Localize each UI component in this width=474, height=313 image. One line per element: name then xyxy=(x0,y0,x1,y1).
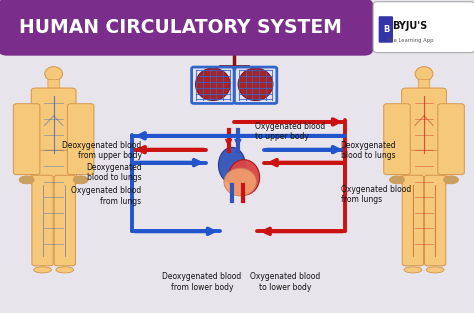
Text: Deoxygenated blood
from upper body: Deoxygenated blood from upper body xyxy=(63,141,142,160)
Text: BYJU'S: BYJU'S xyxy=(392,21,428,31)
FancyBboxPatch shape xyxy=(401,150,447,185)
Ellipse shape xyxy=(224,168,256,196)
FancyBboxPatch shape xyxy=(67,104,94,175)
Text: Oxygenated blood
from lungs: Oxygenated blood from lungs xyxy=(72,186,142,206)
Text: Deoxygenated
blood to lungs: Deoxygenated blood to lungs xyxy=(341,141,396,160)
Ellipse shape xyxy=(444,176,458,184)
FancyBboxPatch shape xyxy=(379,16,393,43)
FancyBboxPatch shape xyxy=(31,150,77,185)
Text: HUMAN CIRCULATORY SYSTEM: HUMAN CIRCULATORY SYSTEM xyxy=(19,18,342,37)
Text: Oxygenated blood
from lungs: Oxygenated blood from lungs xyxy=(341,185,411,204)
Ellipse shape xyxy=(196,68,230,100)
Ellipse shape xyxy=(19,176,34,184)
Ellipse shape xyxy=(45,67,63,81)
FancyBboxPatch shape xyxy=(54,175,75,266)
FancyBboxPatch shape xyxy=(418,80,430,93)
FancyBboxPatch shape xyxy=(13,104,40,175)
FancyBboxPatch shape xyxy=(402,175,424,266)
FancyBboxPatch shape xyxy=(32,175,53,266)
Ellipse shape xyxy=(390,176,404,184)
FancyBboxPatch shape xyxy=(401,88,447,161)
Text: The Learning App: The Learning App xyxy=(387,38,433,43)
FancyBboxPatch shape xyxy=(373,2,474,53)
FancyBboxPatch shape xyxy=(48,80,59,93)
Ellipse shape xyxy=(73,176,88,184)
Ellipse shape xyxy=(415,67,433,81)
Ellipse shape xyxy=(426,267,444,273)
Ellipse shape xyxy=(228,160,260,195)
Text: Oxygenated blood
to lower body: Oxygenated blood to lower body xyxy=(250,273,320,292)
Ellipse shape xyxy=(404,267,422,273)
Ellipse shape xyxy=(238,68,273,100)
FancyBboxPatch shape xyxy=(438,104,465,175)
Text: Deoxygenated
blood to lungs: Deoxygenated blood to lungs xyxy=(86,163,142,182)
FancyBboxPatch shape xyxy=(0,0,373,56)
Text: B: B xyxy=(383,25,389,34)
Ellipse shape xyxy=(219,147,246,183)
FancyBboxPatch shape xyxy=(31,88,76,161)
Ellipse shape xyxy=(56,267,73,273)
Ellipse shape xyxy=(34,267,51,273)
FancyBboxPatch shape xyxy=(425,175,446,266)
FancyBboxPatch shape xyxy=(384,104,410,175)
Text: Oxygenated blood
to upper body: Oxygenated blood to upper body xyxy=(255,122,325,141)
Text: Deoxygenated blood
from lower body: Deoxygenated blood from lower body xyxy=(162,273,241,292)
